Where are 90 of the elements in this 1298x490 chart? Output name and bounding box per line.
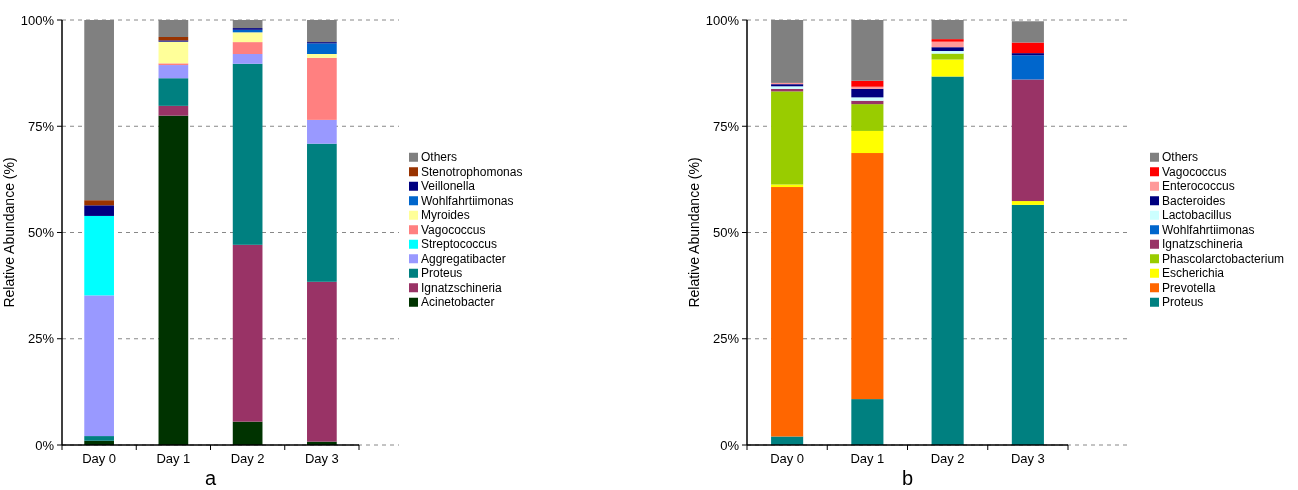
bar — [232, 42, 263, 54]
bar — [158, 65, 189, 79]
legend-label: Phascolarctobacterium — [1162, 251, 1285, 266]
legend-label: Ignatzschineria — [1162, 237, 1244, 252]
bar — [232, 32, 263, 43]
x-tick-label: Day 3 — [304, 451, 339, 466]
y-tick-label: 50% — [712, 225, 740, 241]
bar — [851, 399, 884, 445]
bar — [84, 205, 114, 216]
bar — [232, 63, 263, 245]
bar — [307, 43, 337, 54]
legend-label: Enterococcus — [1162, 179, 1235, 194]
bar — [84, 215, 114, 296]
legend-label: Ignatzschineria — [421, 280, 503, 295]
legend-label: Aggregatibacter — [421, 251, 506, 266]
legend-label: Vagococcus — [1162, 164, 1227, 179]
legend-label: Proteus — [421, 266, 463, 281]
bar — [931, 76, 964, 445]
bar — [931, 41, 964, 48]
x-tick-label: Day 2 — [930, 451, 965, 466]
y-tick-label: 100% — [705, 12, 740, 28]
y-tick-label: 75% — [712, 118, 740, 134]
legend-label: Myroides — [421, 208, 470, 223]
bar — [851, 88, 884, 98]
legend-label: Others — [421, 150, 458, 165]
bar — [1011, 53, 1044, 56]
x-tick-label: Day 1 — [156, 451, 191, 466]
y-tick-label: 0% — [35, 437, 55, 453]
bar — [84, 200, 114, 206]
bar — [158, 115, 189, 445]
bar — [851, 80, 884, 87]
bar — [931, 39, 964, 42]
x-tick-label: Day 2 — [230, 451, 265, 466]
bar — [84, 295, 114, 437]
legend-label: Others — [1162, 150, 1199, 165]
bar — [1011, 79, 1044, 202]
legend-label: Acinetobacter — [421, 295, 495, 310]
y-tick-label: 100% — [20, 12, 55, 28]
bar — [851, 86, 884, 89]
bar — [771, 184, 804, 188]
legend-label: Stenotrophomonas — [421, 164, 523, 179]
bar — [158, 41, 189, 64]
bar — [232, 421, 263, 445]
legend-label: Wohlfahrtiimonas — [1162, 222, 1255, 237]
bar — [1011, 55, 1044, 80]
legend-label: Veillonella — [421, 179, 476, 194]
y-tick-label: 75% — [27, 118, 55, 134]
bar — [232, 54, 263, 64]
y-tick-label: 25% — [27, 331, 55, 347]
bar — [851, 153, 884, 400]
bar — [851, 97, 884, 101]
legend-label: Vagococcus — [421, 222, 486, 237]
x-tick-label: Day 3 — [1010, 451, 1045, 466]
bar — [931, 51, 964, 54]
bar — [307, 281, 337, 442]
x-tick-label: Day 0 — [770, 451, 805, 466]
x-tick-label: Day 0 — [82, 451, 117, 466]
bar — [307, 143, 337, 282]
legend-label: Prevotella — [1162, 280, 1216, 295]
y-tick-label: 50% — [27, 225, 55, 241]
bar — [771, 91, 804, 185]
y-tick-label: 0% — [720, 437, 740, 453]
legend-label: Wohlfahrtiimonas — [421, 193, 514, 208]
legend-label: Escherichia — [1162, 266, 1225, 281]
legend-label: Proteus — [1162, 295, 1204, 310]
bar — [84, 436, 114, 441]
bar — [307, 54, 337, 58]
bar — [851, 104, 884, 131]
bar — [1011, 204, 1044, 445]
bar — [307, 57, 337, 120]
y-axis-title: Relative Abundance (%) — [686, 157, 702, 308]
bar — [1011, 42, 1044, 54]
bar — [931, 59, 964, 77]
x-axis-title: b — [901, 467, 914, 489]
legend-label: Streptococcus — [421, 237, 498, 252]
x-tick-label: Day 1 — [850, 451, 885, 466]
bar — [771, 187, 804, 437]
bar — [232, 244, 263, 422]
legend-label: Bacteroides — [1162, 193, 1226, 208]
bar — [158, 78, 189, 106]
bar — [931, 53, 964, 60]
legend-label: Lactobacillus — [1162, 208, 1232, 223]
bar — [307, 119, 337, 144]
bar — [851, 130, 884, 154]
x-axis-title: a — [204, 467, 217, 489]
bar — [1011, 201, 1044, 205]
y-axis-title: Relative Abundance (%) — [1, 157, 17, 308]
bar — [931, 47, 964, 52]
y-tick-label: 25% — [712, 331, 740, 347]
bar — [158, 105, 189, 116]
